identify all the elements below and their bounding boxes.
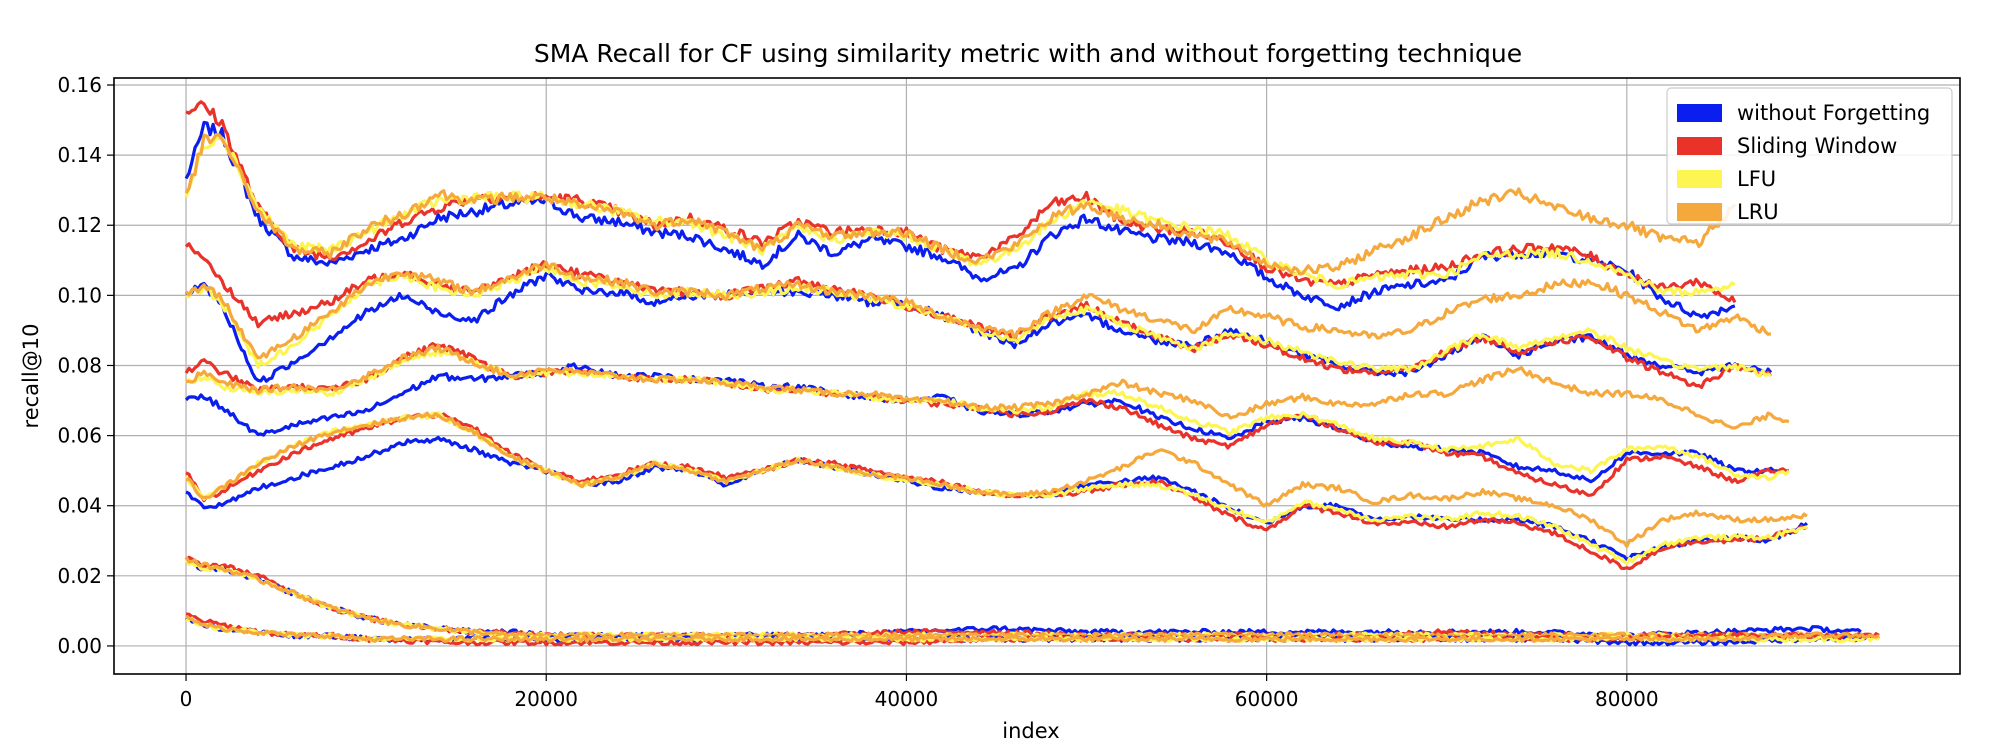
- y-axis: 0.00 0.02 0.04 0.06 0.08 0.10 0.12 0.14 0.16: [57, 73, 114, 658]
- series-line-sliding-window: [185, 100, 1737, 304]
- legend: without Forgetting Sliding Window LFU LRU: [1666, 87, 1953, 225]
- plot-frame: [113, 77, 1961, 675]
- series-line-lru: [184, 556, 1862, 643]
- series-line-lru: [185, 411, 1808, 549]
- series-line-lru: [184, 133, 1737, 276]
- legend-entry-label: LRU: [1737, 200, 1779, 224]
- chart-title: SMA Recall for CF using similarity metri…: [534, 39, 1522, 68]
- y-axis-label: recall@10: [19, 324, 43, 429]
- x-tick-label: 60000: [1235, 687, 1299, 711]
- x-tick-label: 80000: [1595, 687, 1659, 711]
- legend-entry-label: LFU: [1737, 167, 1776, 191]
- series-line-lfu: [184, 135, 1736, 297]
- series-line-without-forgetting: [184, 362, 1790, 484]
- y-tick-label: 0.08: [57, 353, 102, 377]
- y-tick-label: 0.10: [57, 283, 102, 307]
- x-axis-label: index: [1002, 719, 1059, 743]
- x-tick-label: 20000: [514, 687, 578, 711]
- series-line-without-forgetting: [185, 559, 1862, 640]
- legend-swatch: [1677, 203, 1722, 221]
- series-line-without-forgetting: [184, 120, 1736, 320]
- series-line-without-forgetting: [185, 435, 1808, 562]
- series-lines: [184, 100, 1880, 647]
- series-line-sliding-window: [184, 555, 1862, 640]
- y-tick-label: 0.14: [57, 143, 102, 167]
- x-tick-label: 0: [180, 687, 193, 711]
- legend-entry-label: without Forgetting: [1737, 101, 1930, 125]
- y-tick-label: 0.02: [57, 564, 102, 588]
- legend-swatch: [1677, 170, 1722, 188]
- y-tick-label: 0.16: [57, 73, 102, 97]
- y-tick-label: 0.00: [57, 634, 102, 658]
- legend-swatch: [1677, 137, 1722, 155]
- y-tick-label: 0.12: [57, 213, 102, 237]
- series-line-lru: [184, 260, 1772, 360]
- series-line-lfu: [184, 558, 1862, 640]
- series-line-lru: [185, 343, 1790, 430]
- legend-entry-label: Sliding Window: [1737, 134, 1897, 158]
- x-axis: 0 20000 40000 60000 80000: [180, 674, 1659, 711]
- y-tick-label: 0.06: [57, 424, 102, 448]
- legend-box: [1666, 87, 1953, 225]
- legend-swatch: [1677, 104, 1722, 122]
- y-tick-label: 0.04: [57, 494, 102, 518]
- series-line-lru: [185, 614, 1880, 644]
- x-tick-label: 40000: [875, 687, 939, 711]
